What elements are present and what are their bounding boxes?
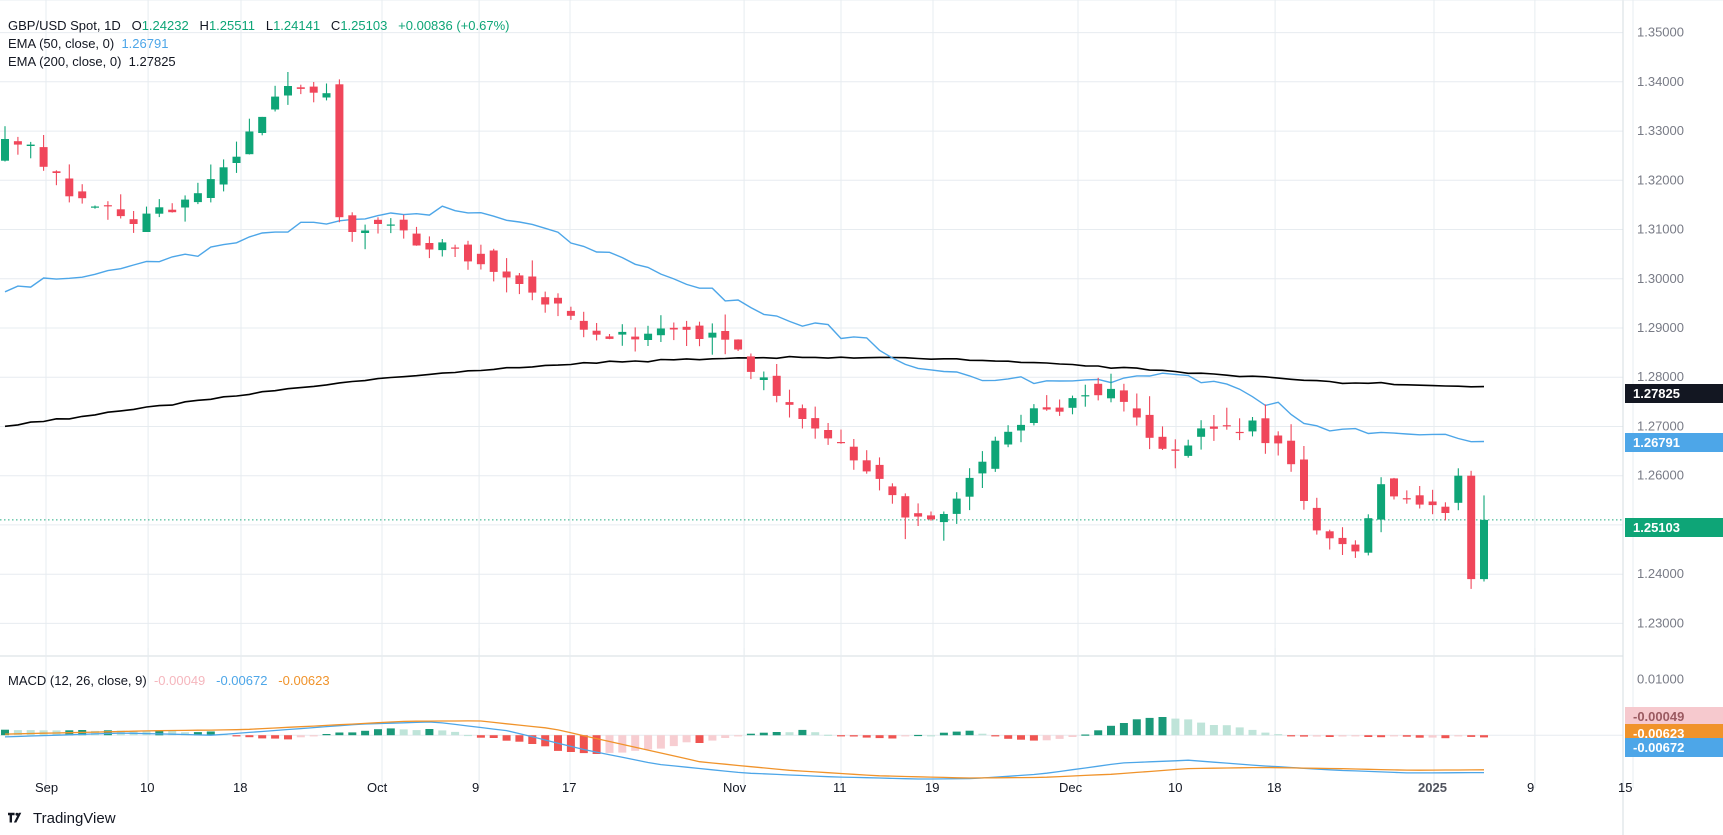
svg-text:1.26000: 1.26000 <box>1637 468 1684 483</box>
svg-text:1.33000: 1.33000 <box>1637 123 1684 138</box>
svg-text:1.32000: 1.32000 <box>1637 172 1684 187</box>
svg-text:1.30000: 1.30000 <box>1637 271 1684 286</box>
svg-text:1.23000: 1.23000 <box>1637 615 1684 630</box>
svg-text:1.31000: 1.31000 <box>1637 222 1684 237</box>
svg-text:1.24000: 1.24000 <box>1637 566 1684 581</box>
svg-text:0.01000: 0.01000 <box>1637 672 1684 687</box>
svg-text:1.28000: 1.28000 <box>1637 369 1684 384</box>
svg-text:1.29000: 1.29000 <box>1637 320 1684 335</box>
svg-text:1.34000: 1.34000 <box>1637 74 1684 89</box>
svg-text:1.35000: 1.35000 <box>1637 25 1684 40</box>
svg-text:1.27000: 1.27000 <box>1637 419 1684 434</box>
